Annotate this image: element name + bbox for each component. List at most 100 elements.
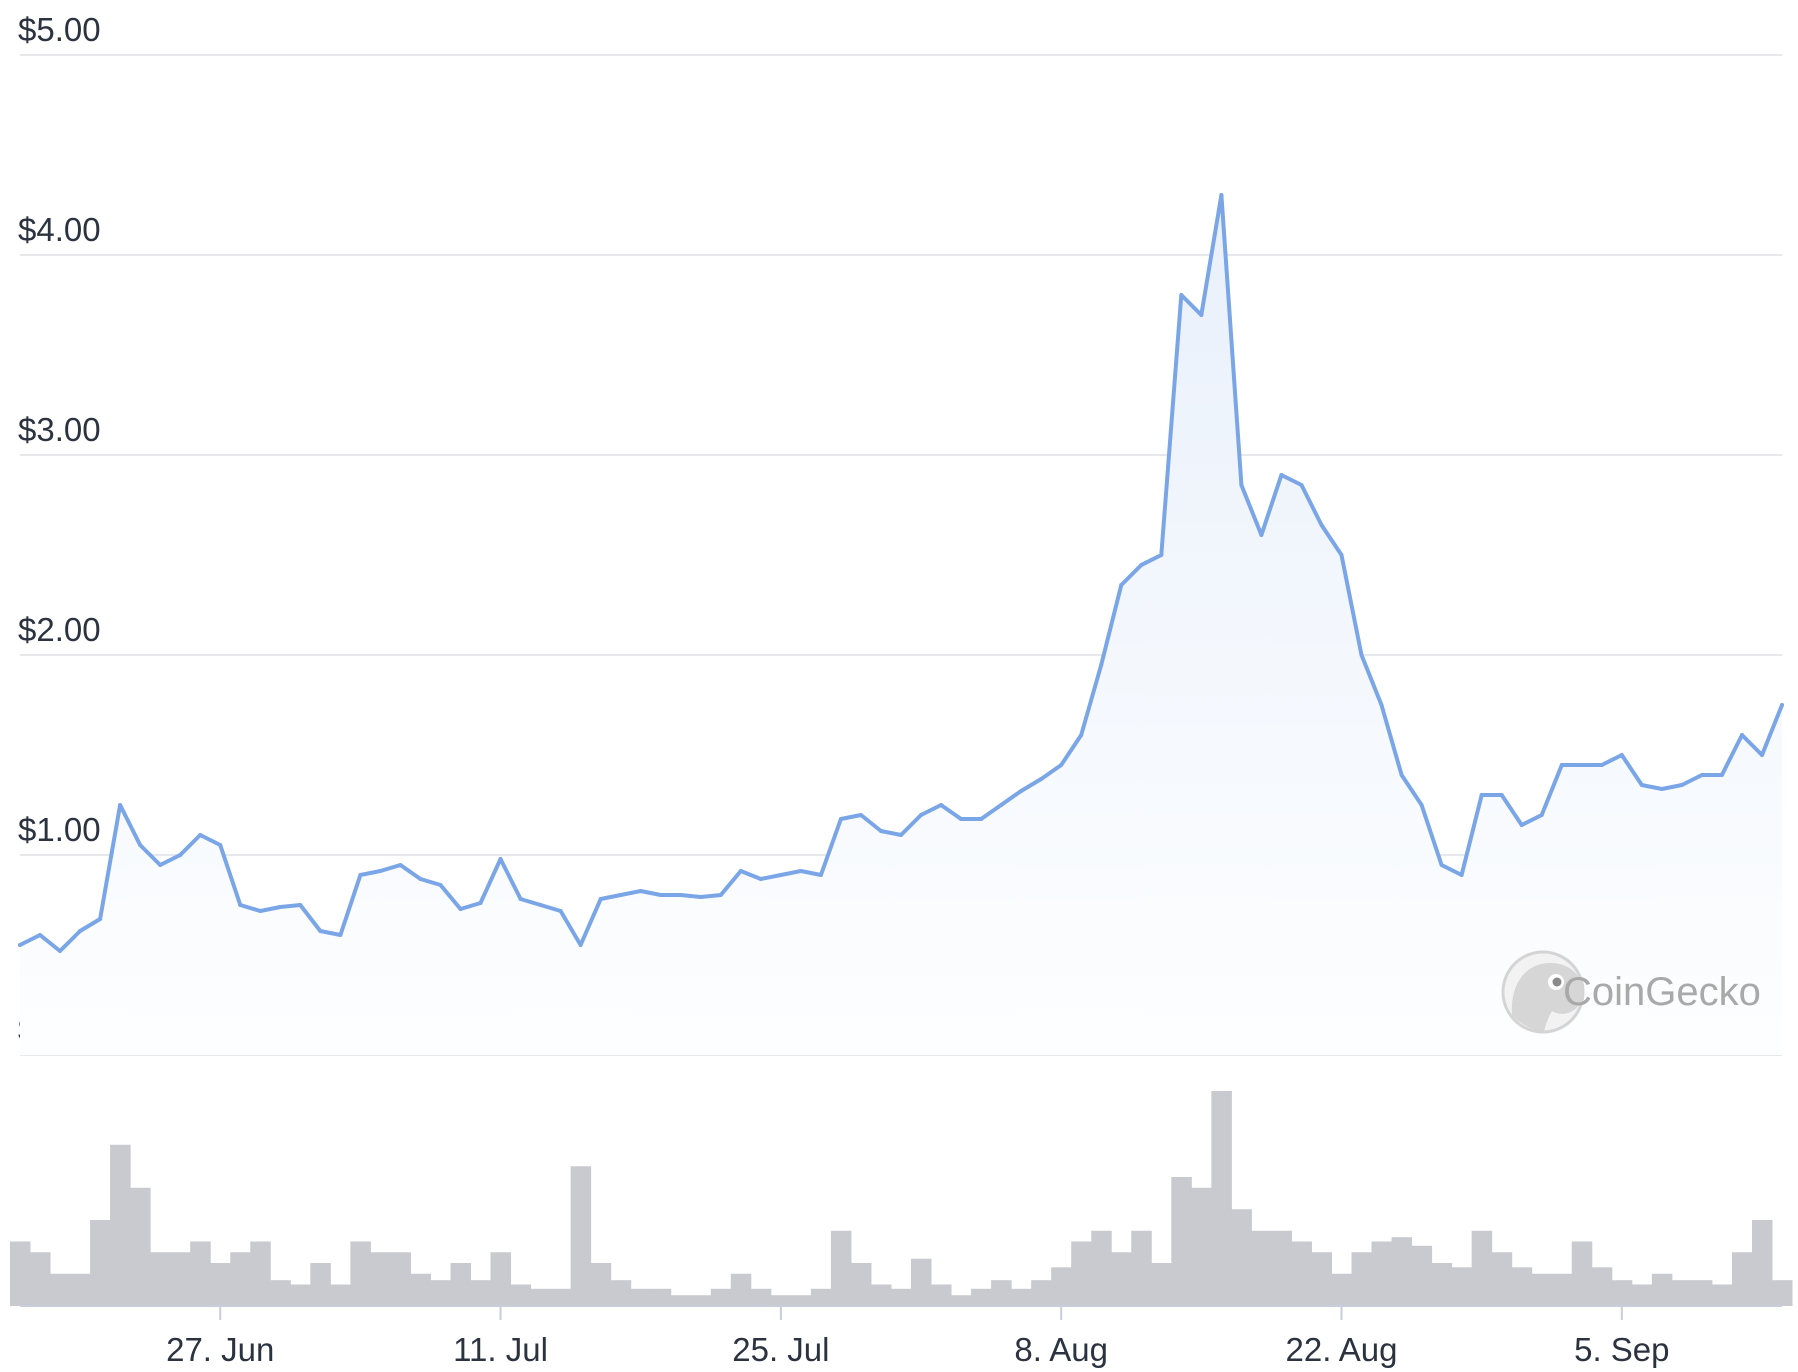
price-point xyxy=(1659,787,1664,791)
x-tick-label: 5. Sep xyxy=(1574,1331,1669,1368)
price-point xyxy=(1619,753,1624,757)
price-point xyxy=(1019,789,1024,793)
price-point xyxy=(258,909,263,913)
volume-bar xyxy=(470,1280,492,1306)
volume-bar xyxy=(810,1288,832,1306)
price-point xyxy=(458,907,463,911)
price-point xyxy=(1780,703,1784,707)
coingecko-watermark: CoinGecko xyxy=(1501,950,1761,1034)
price-point xyxy=(138,843,143,847)
volume-bar xyxy=(1531,1273,1553,1306)
volume-bar xyxy=(1631,1284,1653,1306)
volume-bar xyxy=(610,1280,632,1306)
volume-bar xyxy=(430,1280,451,1306)
price-point xyxy=(899,833,903,837)
price-point xyxy=(638,889,643,893)
volume-bar xyxy=(310,1263,331,1306)
volume-bar xyxy=(850,1263,872,1306)
volume-bar xyxy=(1411,1245,1433,1306)
price-point xyxy=(838,817,843,821)
x-tick-label: 22. Aug xyxy=(1286,1331,1398,1368)
volume-bar xyxy=(1611,1280,1633,1306)
volume-bar xyxy=(1291,1241,1312,1306)
volume-bar xyxy=(1771,1280,1793,1306)
price-point xyxy=(318,929,323,933)
price-point xyxy=(38,933,43,937)
price-point xyxy=(1179,293,1184,297)
price-point xyxy=(578,943,583,947)
price-point xyxy=(1499,793,1504,797)
volume-bar xyxy=(1151,1263,1172,1306)
volume-bar xyxy=(510,1284,532,1306)
price-point xyxy=(1159,553,1164,557)
volume-bar xyxy=(630,1288,652,1306)
price-point xyxy=(298,903,303,907)
price-point xyxy=(1719,773,1724,777)
price-point xyxy=(1259,533,1264,537)
x-tick-label: 25. Jul xyxy=(732,1331,829,1368)
price-point xyxy=(1299,483,1304,487)
volume-bar xyxy=(530,1288,552,1306)
price-point xyxy=(718,893,723,897)
volume-bar xyxy=(730,1273,752,1306)
volume-bar xyxy=(350,1241,371,1306)
y-tick-label: $1.00 xyxy=(18,811,101,848)
volume-bar xyxy=(770,1295,792,1306)
price-point xyxy=(1199,313,1204,317)
y-tick-label: $5.00 xyxy=(18,11,101,48)
y-tick-label: $3.00 xyxy=(18,411,101,448)
price-point xyxy=(418,877,423,881)
volume-bar xyxy=(1371,1241,1393,1306)
volume-bar xyxy=(890,1288,912,1306)
price-point xyxy=(1339,553,1344,557)
price-point xyxy=(1679,783,1684,787)
price-point xyxy=(1139,563,1144,567)
price-point xyxy=(338,933,343,937)
volume-bar xyxy=(1191,1187,1212,1306)
volume-bar xyxy=(290,1284,311,1306)
volume-bar xyxy=(1551,1273,1573,1306)
volume-bar xyxy=(1471,1230,1493,1306)
volume-bar xyxy=(1171,1177,1192,1306)
price-point xyxy=(658,893,663,897)
volume-bar xyxy=(1251,1230,1272,1306)
x-axis: 27. Jun 11. Jul 25. Jul 8. Aug 22. Aug 5. Sep xyxy=(20,1305,1782,1368)
volume-bar xyxy=(590,1263,612,1306)
volume-bar xyxy=(1511,1267,1533,1306)
x-tick-label: 11. Jul xyxy=(453,1331,548,1368)
price-point xyxy=(1419,803,1424,807)
price-point xyxy=(618,893,623,897)
volume-bar xyxy=(230,1252,251,1306)
volume-bar xyxy=(710,1288,732,1306)
price-point xyxy=(1539,813,1544,817)
price-point xyxy=(218,843,223,847)
price-point xyxy=(538,903,543,907)
price-point xyxy=(1219,193,1224,197)
price-point xyxy=(158,863,163,867)
volume-bar xyxy=(670,1295,692,1306)
volume-bar xyxy=(750,1288,772,1306)
price-point xyxy=(1399,773,1404,777)
price-point xyxy=(878,829,883,833)
volume-bar xyxy=(1691,1280,1713,1306)
volume-bar xyxy=(50,1273,71,1306)
volume-bar xyxy=(1751,1220,1773,1306)
volume-bar xyxy=(110,1144,131,1306)
volume-bar xyxy=(1071,1241,1092,1306)
volume-bar xyxy=(870,1284,892,1306)
price-point xyxy=(598,897,603,901)
volume-bar xyxy=(1051,1267,1072,1306)
price-point xyxy=(78,929,83,933)
volume-bar xyxy=(1211,1091,1232,1306)
x-tick-label: 8. Aug xyxy=(1014,1331,1108,1368)
volume-bar xyxy=(650,1288,672,1306)
volume-bar xyxy=(1131,1230,1152,1306)
volume-bar xyxy=(1231,1209,1252,1306)
volume-bar xyxy=(1451,1267,1473,1306)
volume-bar xyxy=(390,1252,411,1306)
volume-bar xyxy=(490,1252,512,1306)
volume-bar xyxy=(1111,1252,1132,1306)
price-point xyxy=(1479,793,1484,797)
price-point xyxy=(1739,733,1744,737)
volume-bar xyxy=(130,1187,151,1306)
